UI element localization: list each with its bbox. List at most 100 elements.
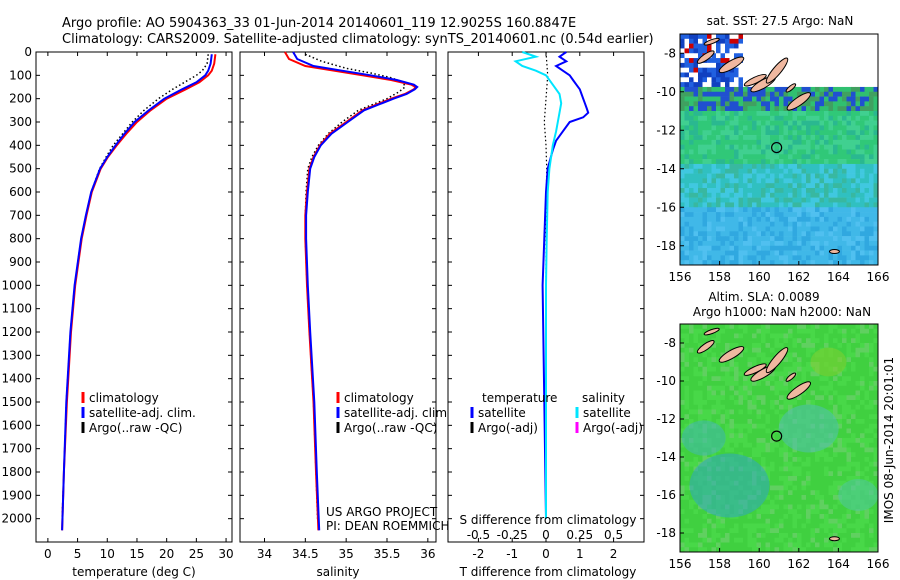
sat-sst-map-cell bbox=[864, 250, 870, 256]
altim-map-cell bbox=[756, 447, 762, 453]
altim-map-cell bbox=[720, 533, 726, 539]
sat-sst-map-cell bbox=[752, 240, 757, 247]
sat-sst-map-cell bbox=[711, 91, 717, 97]
altim-map-cell bbox=[689, 466, 694, 472]
altim-map-cell bbox=[846, 395, 852, 401]
sat-sst-map-cell bbox=[680, 53, 685, 59]
altim-map-cell bbox=[698, 537, 703, 543]
altim-map-cell bbox=[837, 371, 843, 377]
sat-sst-map-cell bbox=[837, 72, 843, 78]
altim-map-cell bbox=[797, 523, 802, 529]
altim-map-cell bbox=[693, 371, 699, 377]
altim-map-cell bbox=[698, 542, 703, 548]
altim-map-cell bbox=[756, 414, 762, 420]
sat-sst-map-cell bbox=[770, 245, 775, 251]
altim-map-cell bbox=[743, 419, 748, 425]
sat-sst-map-cell bbox=[716, 101, 721, 107]
sat-sst-map-cell bbox=[684, 154, 690, 160]
altim-map-cell bbox=[774, 452, 780, 458]
sat-sst-map-cell bbox=[842, 106, 847, 112]
sat-sst-map-cell bbox=[824, 168, 829, 174]
altim-map-cell bbox=[842, 509, 847, 515]
sat-sst-map-cell bbox=[864, 139, 870, 145]
altim-map-cell bbox=[833, 333, 838, 339]
altim-map-cell bbox=[801, 537, 807, 543]
altim-map-cell bbox=[680, 414, 685, 420]
sat-sst-map-cell bbox=[837, 260, 843, 266]
temperature-ytick-label: 600 bbox=[9, 185, 32, 199]
altim-map-cell bbox=[680, 371, 685, 377]
sat-sst-map-cell bbox=[716, 149, 721, 155]
sat-sst-map-cell bbox=[792, 255, 798, 261]
temperature-ytick-label: 1700 bbox=[1, 442, 32, 456]
altim-map-cell bbox=[698, 400, 703, 406]
altim-map-cell bbox=[855, 523, 861, 529]
sat-sst-map-cell bbox=[716, 38, 721, 44]
altim-map-cell bbox=[711, 390, 717, 396]
altim-map-cell bbox=[783, 499, 789, 505]
altim-map-cell bbox=[702, 528, 708, 534]
altim-map-cell bbox=[864, 381, 870, 387]
sat-sst-map-cell bbox=[846, 236, 852, 242]
sat-sst-map-cell bbox=[824, 125, 829, 131]
sat-sst-map-cell bbox=[833, 168, 838, 174]
sat-sst-map-cell bbox=[716, 135, 721, 141]
sat-sst-map-cell bbox=[828, 43, 834, 49]
altim-map-cell bbox=[707, 409, 712, 415]
altim-map-cell bbox=[864, 400, 870, 406]
sat-sst-map-cell bbox=[711, 255, 717, 261]
altim-map-cell bbox=[743, 452, 748, 458]
sat-sst-map-cell bbox=[761, 149, 766, 155]
sat-sst-map-cell bbox=[819, 159, 825, 165]
sat-sst-map-cell bbox=[707, 86, 712, 93]
altim-map-cell bbox=[833, 518, 838, 524]
sat-sst-map-cell bbox=[725, 101, 730, 107]
sat-sst-map-cell bbox=[833, 130, 838, 136]
sat-sst-map-cell bbox=[752, 67, 757, 73]
altim-map-cell bbox=[806, 499, 811, 505]
altim-map-cell bbox=[819, 480, 825, 486]
sat-sst-map-cell bbox=[851, 111, 856, 117]
altim-map-cell bbox=[743, 523, 748, 529]
sat-sst-map-cell bbox=[855, 135, 861, 141]
sat-sst-map-cell bbox=[680, 120, 685, 126]
altim-map-cell bbox=[698, 518, 703, 524]
sat-sst-map-cell bbox=[747, 154, 753, 160]
altim-map-cell bbox=[684, 404, 690, 410]
sat-sst-map-cell bbox=[864, 216, 870, 222]
sat-sst-map-cell bbox=[801, 130, 807, 136]
altim-map-cell bbox=[788, 509, 793, 515]
altim-map-cell bbox=[698, 523, 703, 529]
altim-map-cell bbox=[855, 471, 861, 477]
altim-map-cell bbox=[788, 352, 793, 358]
sat-sst-map-cell bbox=[734, 130, 739, 136]
altim-map-cell bbox=[770, 533, 775, 539]
sat-sst-map-cell bbox=[738, 202, 744, 208]
sat-sst-map-cell bbox=[770, 115, 775, 121]
altim-map-cell bbox=[842, 537, 847, 543]
sat-sst-map-cell bbox=[770, 149, 775, 155]
altim-map-cell bbox=[693, 509, 699, 515]
altim-map-cell bbox=[783, 457, 789, 463]
sat-sst-map-cell bbox=[743, 72, 748, 78]
sat-sst-map-cell bbox=[738, 106, 744, 112]
sat-sst-map-cell bbox=[684, 212, 690, 218]
altim-map-cell bbox=[783, 390, 789, 396]
sat-sst-map-cell bbox=[684, 188, 690, 194]
altim-map-cell bbox=[716, 324, 721, 330]
altim-map-cell bbox=[761, 423, 766, 429]
sat-sst-map-cell bbox=[779, 240, 784, 247]
sat-sst-map-cell bbox=[792, 178, 798, 184]
altim-map-cell bbox=[702, 409, 708, 415]
sat-sst-map-cell bbox=[842, 255, 847, 261]
altim-map-cell bbox=[797, 495, 802, 501]
altim-map-cell bbox=[752, 352, 757, 358]
sat-sst-map-cell bbox=[680, 173, 685, 179]
altim-map-cell bbox=[873, 528, 879, 534]
sat-sst-map-cell bbox=[792, 115, 798, 121]
altim-map-cell bbox=[855, 357, 861, 363]
altim-map-cell bbox=[851, 352, 856, 358]
sat-sst-map-cell bbox=[819, 96, 825, 102]
altim-map-cell bbox=[693, 381, 699, 387]
altim-map-cell bbox=[693, 366, 699, 372]
